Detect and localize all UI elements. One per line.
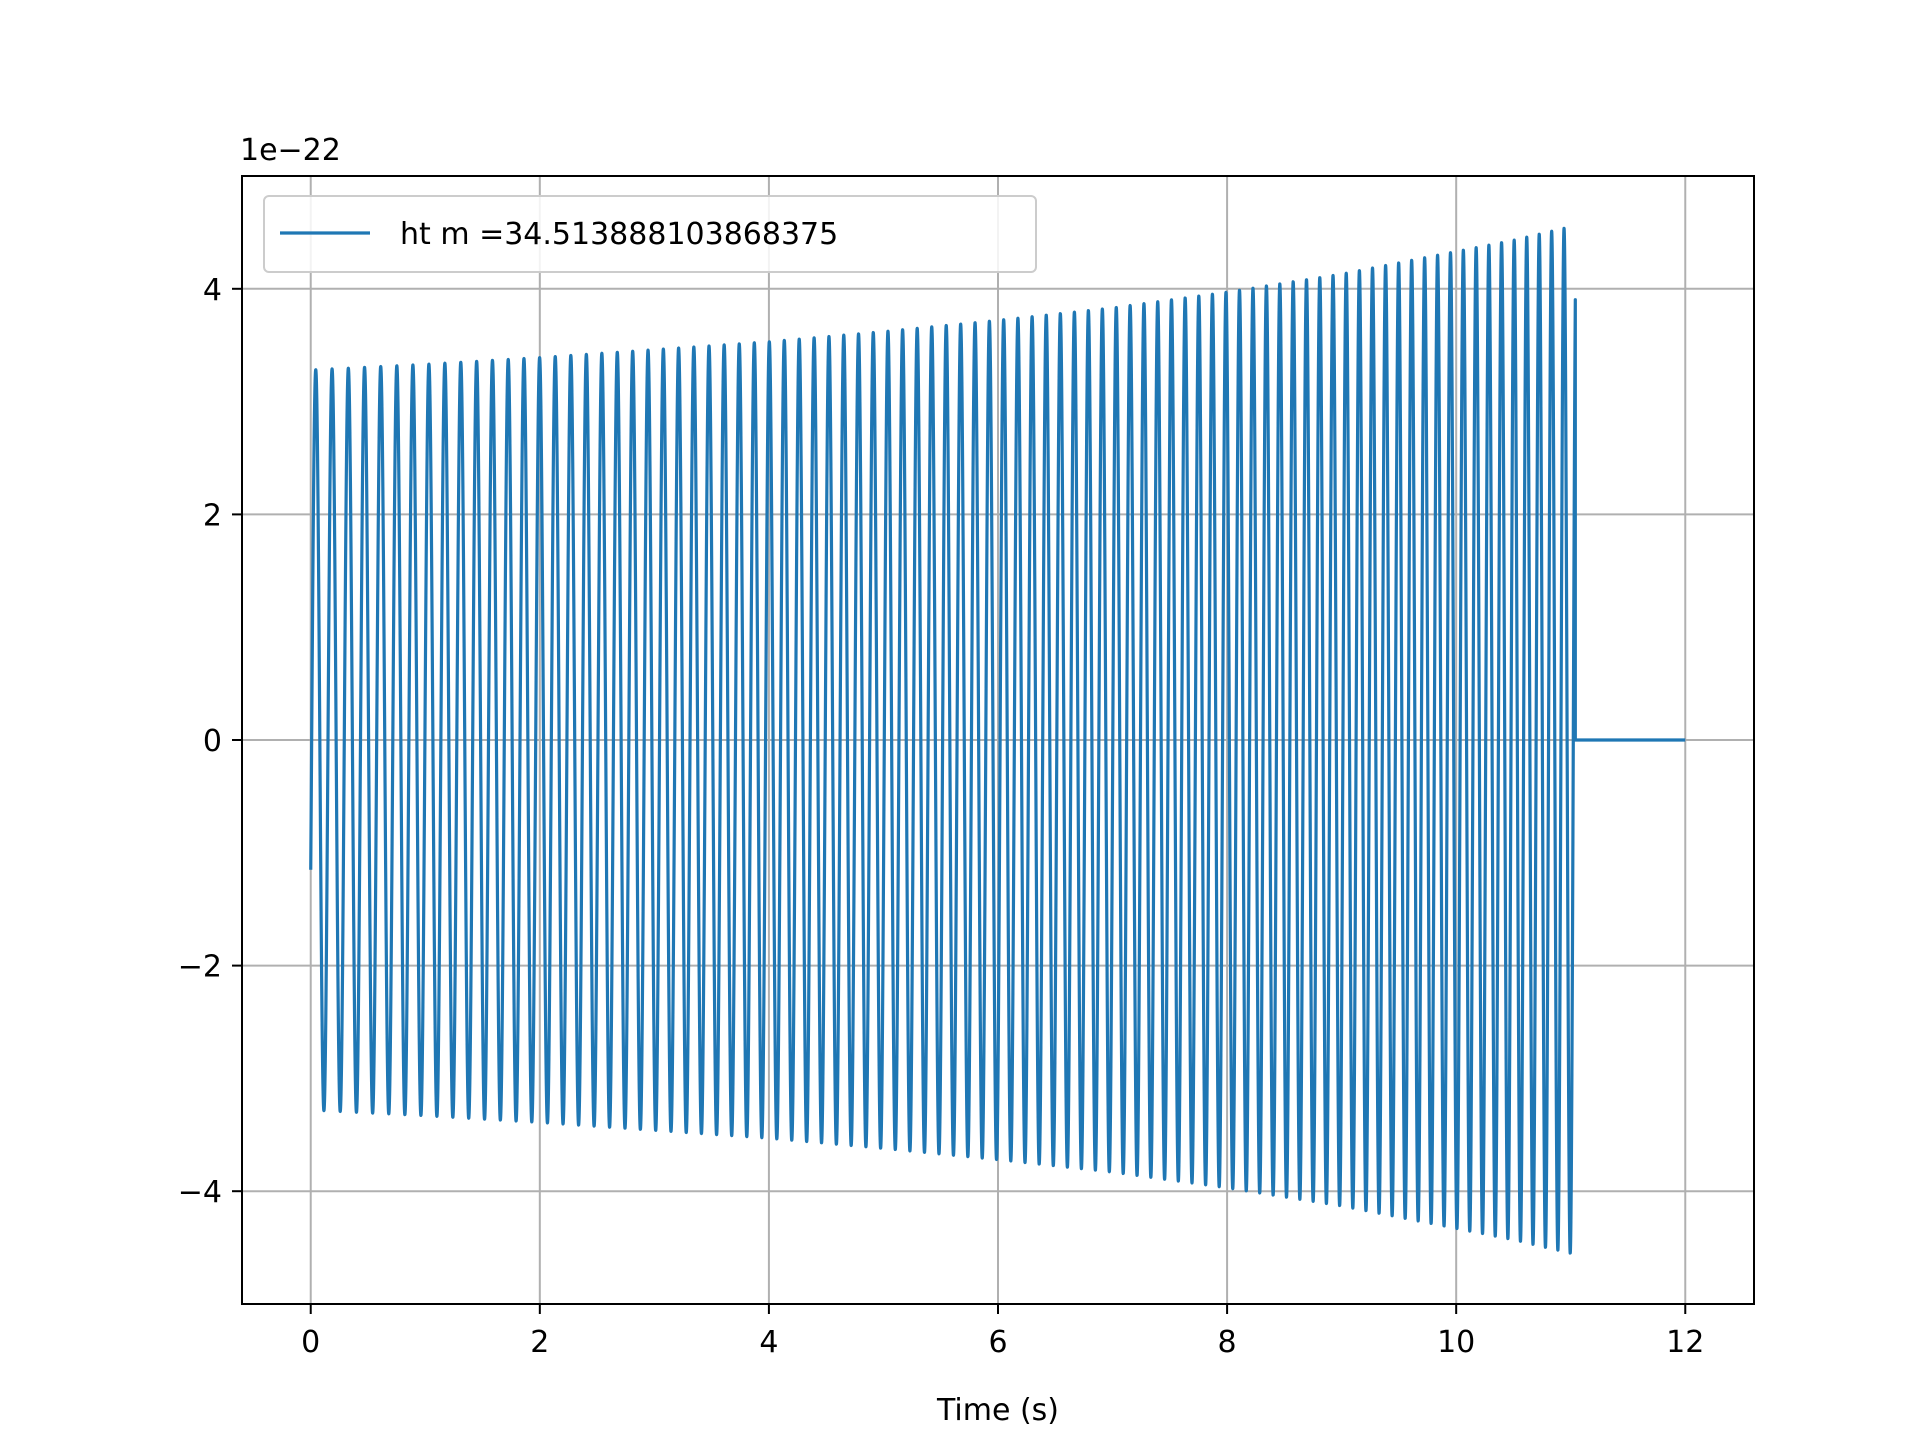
y-offset-label: 1e−22 <box>240 133 341 168</box>
series-line <box>309 226 1686 1255</box>
legend: ht m =34.513888103868375 <box>263 195 1037 273</box>
x-axis-label: Time (s) <box>936 1393 1059 1428</box>
x-tick-label: 4 <box>759 1325 778 1360</box>
plot-area <box>309 226 1686 1255</box>
y-tick-label: −2 <box>178 950 222 985</box>
legend-box <box>263 195 1037 273</box>
x-tick-label: 6 <box>988 1325 1007 1360</box>
y-tick-label: −4 <box>178 1175 222 1210</box>
x-tick-label: 8 <box>1218 1325 1237 1360</box>
x-tick-label: 10 <box>1437 1325 1475 1360</box>
y-tick-label: 2 <box>203 498 222 533</box>
y-axis: −4 −2 0 2 4 <box>178 273 242 1210</box>
x-tick-label: 0 <box>301 1325 320 1360</box>
x-tick-label: 12 <box>1666 1325 1704 1360</box>
x-tick-label: 2 <box>530 1325 549 1360</box>
y-tick-label: 4 <box>203 273 222 308</box>
y-tick-label: 0 <box>203 724 222 759</box>
x-axis: 0 2 4 6 8 10 12 <box>301 1304 1704 1360</box>
legend-entry: ht m =34.513888103868375 <box>400 217 838 252</box>
